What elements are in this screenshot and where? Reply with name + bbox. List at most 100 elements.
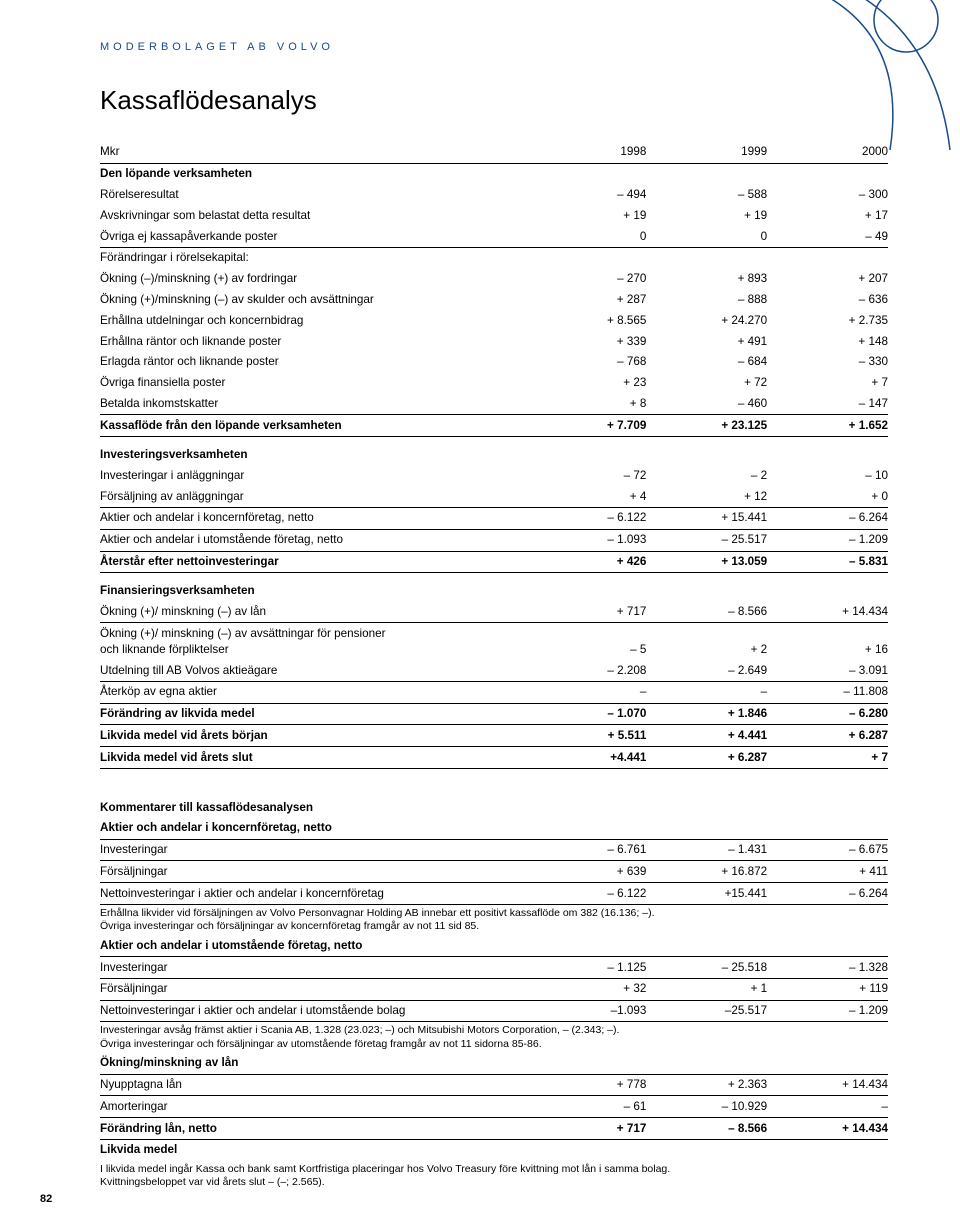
row-value [646, 163, 767, 184]
row-value: + 19 [646, 205, 767, 226]
row-label: Försäljningar [100, 978, 526, 1000]
row-value [526, 573, 647, 602]
row-label: Investeringar i anläggningar [100, 465, 526, 486]
row-value: – 10 [767, 465, 888, 486]
row-value: + 14.434 [767, 602, 888, 623]
row-label: Amorteringar [100, 1096, 526, 1118]
row-value: – 768 [526, 352, 647, 373]
row-label: Förändringar i rörelsekapital: [100, 247, 526, 268]
row-value [767, 1053, 888, 1074]
row-value: – 10.929 [646, 1096, 767, 1118]
row-value: – 1.209 [767, 1000, 888, 1022]
row-label: Aktier och andelar i utomstående företag… [100, 529, 526, 551]
row-label: Erhållna räntor och liknande poster [100, 331, 526, 352]
row-value: + 24.270 [646, 310, 767, 331]
row-value: – 888 [646, 290, 767, 311]
row-value [526, 935, 647, 956]
row-value: – 6.761 [526, 839, 647, 861]
row-value: – 6.122 [526, 507, 647, 529]
row-value: + 1.652 [767, 415, 888, 437]
row-label: Avskrivningar som belastat detta resulta… [100, 205, 526, 226]
row-value: + 491 [646, 331, 767, 352]
row-value: – [646, 681, 767, 703]
row-value: –25.517 [646, 1000, 767, 1022]
row-value: + 7 [767, 747, 888, 769]
row-value [526, 163, 647, 184]
row-label: Utdelning till AB Volvos aktieägare [100, 660, 526, 681]
table-note: Erhållna likvider vid försäljningen av V… [100, 905, 888, 936]
row-value: 2000 [767, 142, 888, 163]
row-value [767, 1139, 888, 1160]
row-value: – 6.264 [767, 507, 888, 529]
row-value [646, 818, 767, 839]
row-value: + 5.511 [526, 725, 647, 747]
row-value: + 717 [526, 602, 647, 623]
row-value: + 14.434 [767, 1074, 888, 1096]
row-label: Likvida medel [100, 1139, 526, 1160]
row-value [646, 573, 767, 602]
row-value [767, 797, 888, 818]
row-label: Försäljning av anläggningar [100, 486, 526, 507]
row-value: + 148 [767, 331, 888, 352]
row-value: + 32 [526, 978, 647, 1000]
row-value [526, 818, 647, 839]
row-value: – 270 [526, 269, 647, 290]
row-value: + 1 [646, 978, 767, 1000]
row-value: + 639 [526, 861, 647, 883]
decorative-swoosh [750, 0, 960, 150]
row-value: – 494 [526, 185, 647, 206]
row-value [646, 247, 767, 268]
row-label: Ökning/minskning av lån [100, 1053, 526, 1074]
row-value: – 147 [767, 394, 888, 415]
row-value: + 13.059 [646, 551, 767, 573]
row-value: – 6.122 [526, 883, 647, 905]
row-value [767, 818, 888, 839]
row-label: Investeringsverksamheten [100, 437, 526, 466]
row-value: + 12 [646, 486, 767, 507]
row-value: – [767, 1096, 888, 1118]
row-value [526, 797, 647, 818]
row-value: + 2.735 [767, 310, 888, 331]
row-value: + 426 [526, 551, 647, 573]
row-value [646, 935, 767, 956]
row-value: – 2 [646, 465, 767, 486]
row-value: – 300 [767, 185, 888, 206]
row-value: 0 [646, 226, 767, 247]
row-value: – 684 [646, 352, 767, 373]
row-value: + 411 [767, 861, 888, 883]
cashflow-table: Mkr199819992000Den löpande verksamhetenR… [100, 142, 888, 769]
row-value: + 207 [767, 269, 888, 290]
table-note: I likvida medel ingår Kassa och bank sam… [100, 1161, 888, 1191]
row-label: Kommentarer till kassaflödesanalysen [100, 797, 526, 818]
row-value: + 717 [526, 1118, 647, 1140]
row-value: – 1.125 [526, 957, 647, 979]
row-value: – 5.831 [767, 551, 888, 573]
row-label: Försäljningar [100, 861, 526, 883]
row-label: Investeringar [100, 957, 526, 979]
row-value [767, 247, 888, 268]
row-value [646, 437, 767, 466]
row-label: Erhållna utdelningar och koncernbidrag [100, 310, 526, 331]
row-label: Nettoinvesteringar i aktier och andelar … [100, 1000, 526, 1022]
row-label: Betalda inkomstskatter [100, 394, 526, 415]
row-label: Likvida medel vid årets början [100, 725, 526, 747]
row-value: 1998 [526, 142, 647, 163]
row-label: Ökning (+)/ minskning (–) av avsättninga… [100, 623, 526, 660]
row-value: – 8.566 [646, 602, 767, 623]
row-value: + 287 [526, 290, 647, 311]
row-label: Förändring lån, netto [100, 1118, 526, 1140]
row-value: – 1.093 [526, 529, 647, 551]
row-label: Ökning (+)/ minskning (–) av lån [100, 602, 526, 623]
row-value [646, 1053, 767, 1074]
row-label: Återköp av egna aktier [100, 681, 526, 703]
row-value: + 0 [767, 486, 888, 507]
row-value [767, 437, 888, 466]
row-value: + 119 [767, 978, 888, 1000]
row-label: Övriga finansiella poster [100, 373, 526, 394]
row-label: Mkr [100, 142, 526, 163]
row-label: Erlagda räntor och liknande poster [100, 352, 526, 373]
row-value: + 7 [767, 373, 888, 394]
row-value: + 8 [526, 394, 647, 415]
row-label: Förändring av likvida medel [100, 703, 526, 725]
row-value: – 25.518 [646, 957, 767, 979]
